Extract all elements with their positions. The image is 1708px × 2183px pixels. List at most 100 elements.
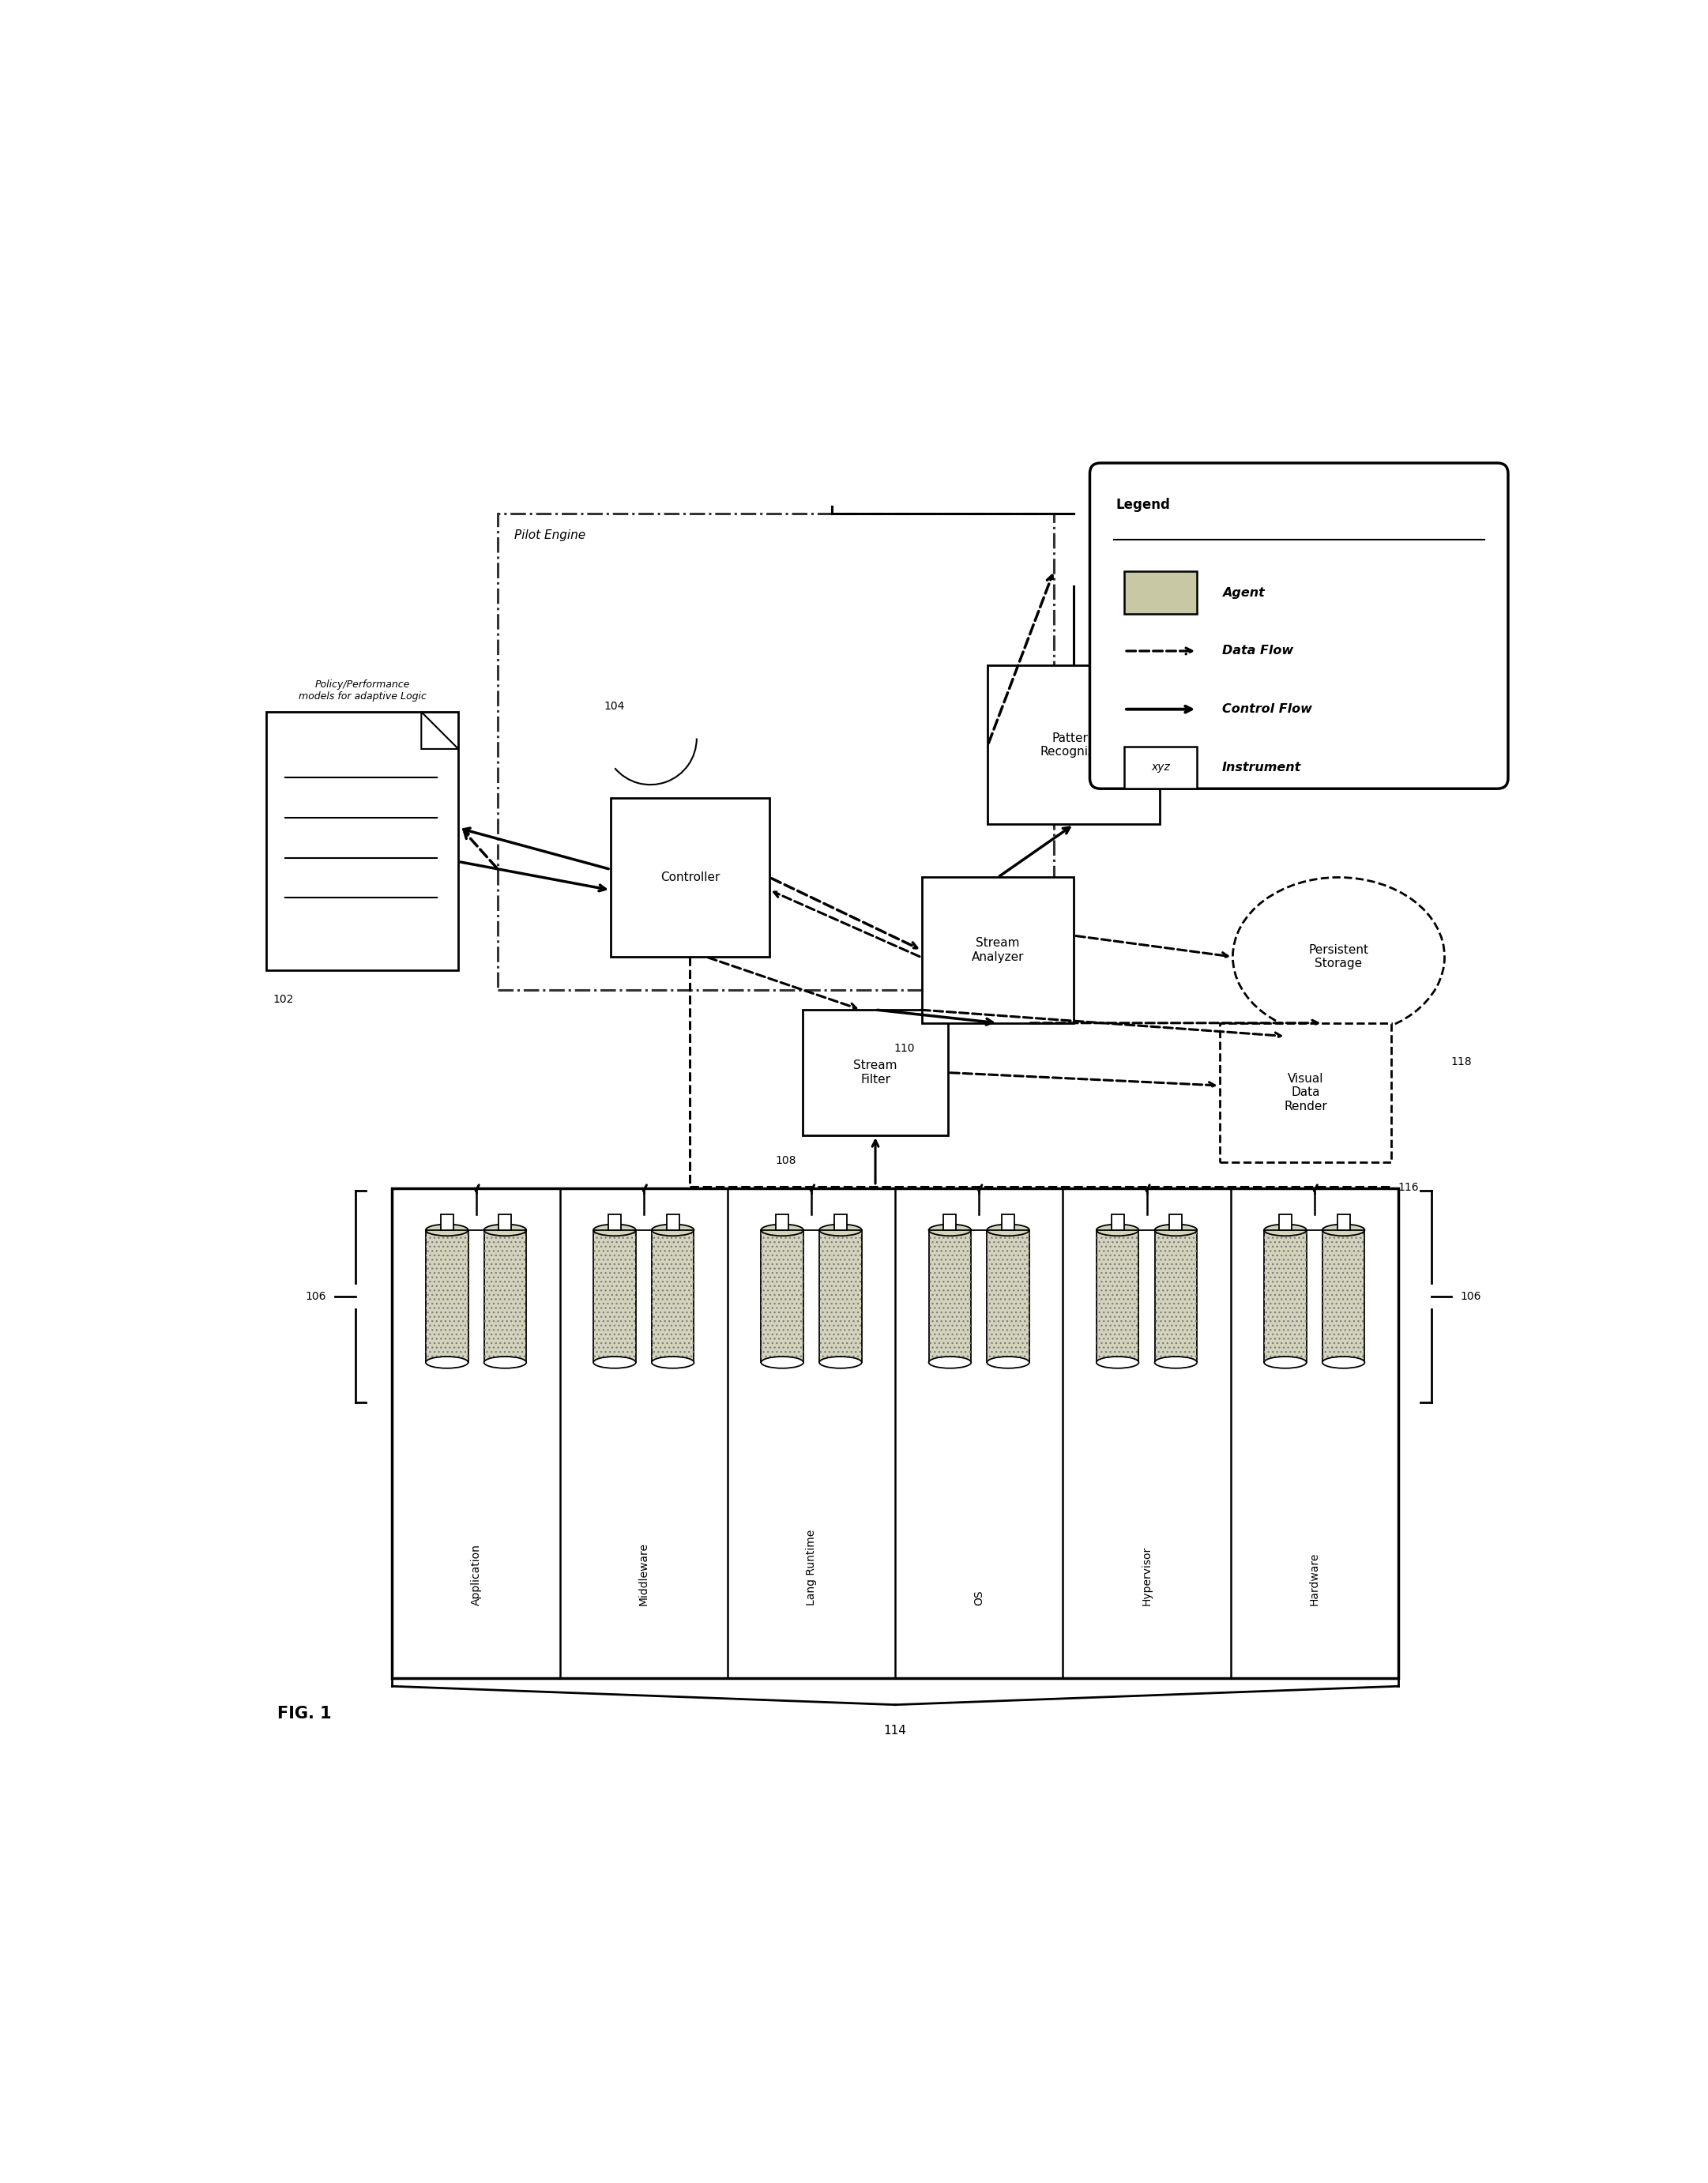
Bar	[987, 1229, 1030, 1362]
Text: Stream
Filter: Stream Filter	[854, 1059, 897, 1085]
Text: FIG. 1: FIG. 1	[277, 1707, 331, 1722]
Text: 102: 102	[273, 993, 294, 1004]
FancyBboxPatch shape	[922, 878, 1074, 1024]
Ellipse shape	[762, 1225, 803, 1236]
Text: Data Flow: Data Flow	[1223, 644, 1293, 657]
Text: Stream
Analyzer: Stream Analyzer	[972, 937, 1025, 963]
Ellipse shape	[1264, 1225, 1307, 1236]
Bar	[943, 1214, 956, 1229]
Bar	[441, 1214, 453, 1229]
Bar	[483, 1229, 526, 1362]
Ellipse shape	[1322, 1225, 1365, 1236]
FancyBboxPatch shape	[1090, 463, 1508, 788]
Text: 106: 106	[306, 1290, 326, 1301]
Ellipse shape	[483, 1225, 526, 1236]
Bar	[1279, 1214, 1291, 1229]
Bar	[1003, 1214, 1015, 1229]
Text: Instrument: Instrument	[1223, 762, 1301, 773]
Text: 112: 112	[1247, 642, 1267, 653]
FancyBboxPatch shape	[266, 712, 458, 969]
Bar	[1337, 1214, 1349, 1229]
Text: Policy/Performance
models for adaptive Logic: Policy/Performance models for adaptive L…	[299, 679, 427, 701]
Bar	[987, 1229, 1030, 1362]
Text: Controller: Controller	[661, 871, 719, 884]
FancyBboxPatch shape	[1124, 572, 1197, 613]
Bar	[1264, 1229, 1307, 1362]
Text: Agent: Agent	[1223, 587, 1264, 598]
Ellipse shape	[820, 1225, 861, 1236]
Bar	[1264, 1229, 1307, 1362]
Bar	[666, 1214, 680, 1229]
Bar	[1322, 1229, 1365, 1362]
Ellipse shape	[762, 1356, 803, 1369]
Text: 110: 110	[893, 1043, 915, 1054]
FancyBboxPatch shape	[393, 1188, 1399, 1679]
Text: Application: Application	[470, 1543, 482, 1605]
Bar	[820, 1229, 861, 1362]
Text: Hardware: Hardware	[1308, 1552, 1320, 1605]
Bar	[929, 1229, 972, 1362]
Text: xyz: xyz	[1151, 762, 1170, 773]
FancyBboxPatch shape	[803, 1011, 948, 1135]
Text: Visual
Data
Render: Visual Data Render	[1284, 1072, 1327, 1111]
Bar	[834, 1214, 847, 1229]
Ellipse shape	[1322, 1356, 1365, 1369]
Ellipse shape	[1097, 1356, 1139, 1369]
Text: 114: 114	[883, 1725, 907, 1735]
Text: 108: 108	[775, 1155, 796, 1166]
FancyBboxPatch shape	[499, 513, 1054, 989]
Text: Pattern
Recognizer: Pattern Recognizer	[1040, 731, 1107, 758]
Bar	[593, 1229, 635, 1362]
Bar	[608, 1214, 622, 1229]
Bar	[1112, 1214, 1124, 1229]
Text: OS: OS	[974, 1589, 984, 1605]
Bar	[1170, 1214, 1182, 1229]
Text: Lang Runtime: Lang Runtime	[806, 1530, 816, 1605]
Ellipse shape	[593, 1356, 635, 1369]
Ellipse shape	[483, 1356, 526, 1369]
Bar	[820, 1229, 861, 1362]
Ellipse shape	[929, 1225, 972, 1236]
Text: 118: 118	[1452, 1057, 1472, 1067]
Bar	[1155, 1229, 1197, 1362]
Text: Middleware: Middleware	[639, 1541, 649, 1605]
Bar	[929, 1229, 972, 1362]
FancyBboxPatch shape	[987, 666, 1160, 825]
FancyBboxPatch shape	[1220, 1024, 1392, 1161]
Text: Control Flow: Control Flow	[1223, 703, 1312, 716]
Text: 106: 106	[1460, 1290, 1481, 1301]
Text: Hypervisor: Hypervisor	[1141, 1546, 1153, 1605]
Ellipse shape	[652, 1356, 693, 1369]
Ellipse shape	[593, 1225, 635, 1236]
Text: Persistent
Storage: Persistent Storage	[1308, 943, 1368, 969]
Bar	[652, 1229, 693, 1362]
Polygon shape	[422, 712, 458, 749]
Bar	[762, 1229, 803, 1362]
Bar	[1322, 1229, 1365, 1362]
Bar	[762, 1229, 803, 1362]
Bar	[593, 1229, 635, 1362]
Ellipse shape	[425, 1225, 468, 1236]
Ellipse shape	[1097, 1225, 1139, 1236]
Ellipse shape	[987, 1225, 1030, 1236]
Text: 104: 104	[605, 701, 625, 712]
Bar	[425, 1229, 468, 1362]
Ellipse shape	[987, 1356, 1030, 1369]
Text: Pilot Engine: Pilot Engine	[514, 528, 586, 541]
Ellipse shape	[929, 1356, 972, 1369]
Ellipse shape	[1155, 1356, 1197, 1369]
Bar	[1097, 1229, 1139, 1362]
Bar	[425, 1229, 468, 1362]
Bar	[499, 1214, 511, 1229]
Ellipse shape	[820, 1356, 861, 1369]
Ellipse shape	[1264, 1356, 1307, 1369]
Ellipse shape	[652, 1225, 693, 1236]
Bar	[483, 1229, 526, 1362]
Bar	[652, 1229, 693, 1362]
FancyBboxPatch shape	[1124, 747, 1197, 788]
Bar	[1097, 1229, 1139, 1362]
Ellipse shape	[1155, 1225, 1197, 1236]
Bar	[775, 1214, 789, 1229]
Ellipse shape	[1233, 878, 1445, 1037]
Text: 116: 116	[1399, 1181, 1419, 1192]
